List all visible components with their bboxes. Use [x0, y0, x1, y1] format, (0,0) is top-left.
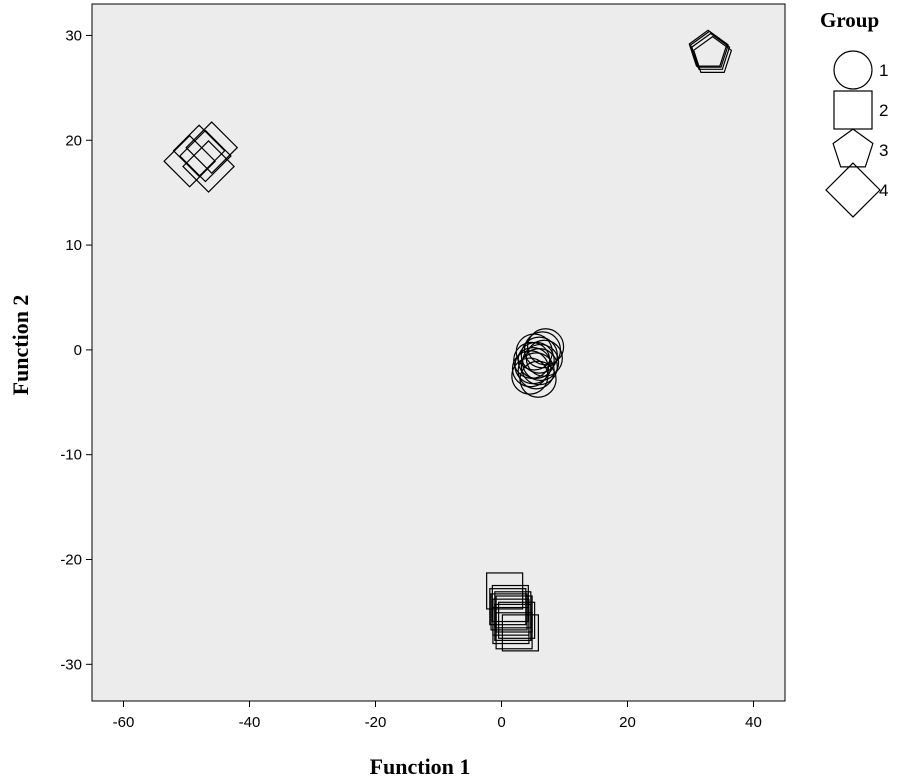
- data-point-group-4: [178, 129, 232, 183]
- y-tick-label: -10: [60, 447, 82, 464]
- legend-items: 1 2 3 4: [825, 50, 888, 218]
- data-point-group-3: [692, 35, 733, 74]
- x-axis-title: Function 1: [370, 754, 471, 779]
- data-point-group-2: [494, 591, 532, 629]
- data-point-group-2: [489, 588, 527, 626]
- data-point-group-3: [689, 30, 729, 68]
- data-point-group-1: [519, 360, 557, 398]
- legend-marker-2: [833, 90, 873, 130]
- legend-marker-4: [825, 162, 881, 218]
- data-point-group-2: [490, 593, 528, 631]
- x-tick-label: -60: [113, 714, 135, 731]
- data-point-group-1: [521, 343, 560, 382]
- y-tick-label: -30: [60, 656, 82, 673]
- data-point-group-2: [492, 606, 530, 645]
- data-point-group-1: [526, 328, 565, 366]
- data-point-group-3: [691, 32, 731, 70]
- data-point-group-2: [486, 572, 524, 610]
- legend-marker-1: [833, 50, 873, 90]
- y-tick-label: 20: [65, 132, 82, 149]
- plot-area: [91, 3, 786, 702]
- data-point-group-2: [498, 601, 536, 639]
- x-tick-label: 20: [619, 714, 636, 731]
- data-points: [163, 29, 733, 652]
- y-tick-label: 0: [74, 342, 82, 359]
- data-point-group-1: [520, 348, 558, 386]
- y-axis-title: Function 2: [8, 295, 33, 396]
- y-axis-ticks: -30 -20 -10 0 10 20 30: [60, 27, 92, 673]
- y-tick-label: -20: [60, 552, 82, 569]
- legend-title: Group: [820, 8, 879, 32]
- data-point-group-4: [172, 124, 226, 178]
- legend-label-2: 2: [879, 101, 888, 120]
- legend-label-4: 4: [879, 181, 888, 200]
- data-point-group-1: [515, 333, 553, 371]
- legend: Group 1 2 3 4: [820, 8, 888, 218]
- x-tick-label: -40: [239, 714, 261, 731]
- x-tick-label: 40: [745, 714, 762, 731]
- y-tick-label: 30: [65, 27, 82, 44]
- legend-marker-3: [832, 128, 874, 168]
- x-axis-ticks: -60 -40 -20 0 20 40: [113, 701, 762, 731]
- data-point-group-4: [182, 140, 235, 193]
- data-point-group-4: [163, 134, 217, 188]
- data-point-group-2: [491, 584, 529, 623]
- x-tick-label: -20: [365, 714, 387, 731]
- data-point-group-2: [495, 612, 533, 650]
- legend-label-1: 1: [879, 61, 888, 80]
- legend-label-3: 3: [879, 141, 888, 160]
- data-point-group-4: [185, 121, 239, 175]
- x-tick-label: 0: [497, 714, 505, 731]
- y-tick-label: 10: [65, 237, 82, 254]
- data-point-group-1: [525, 339, 563, 377]
- data-point-group-2: [501, 614, 539, 652]
